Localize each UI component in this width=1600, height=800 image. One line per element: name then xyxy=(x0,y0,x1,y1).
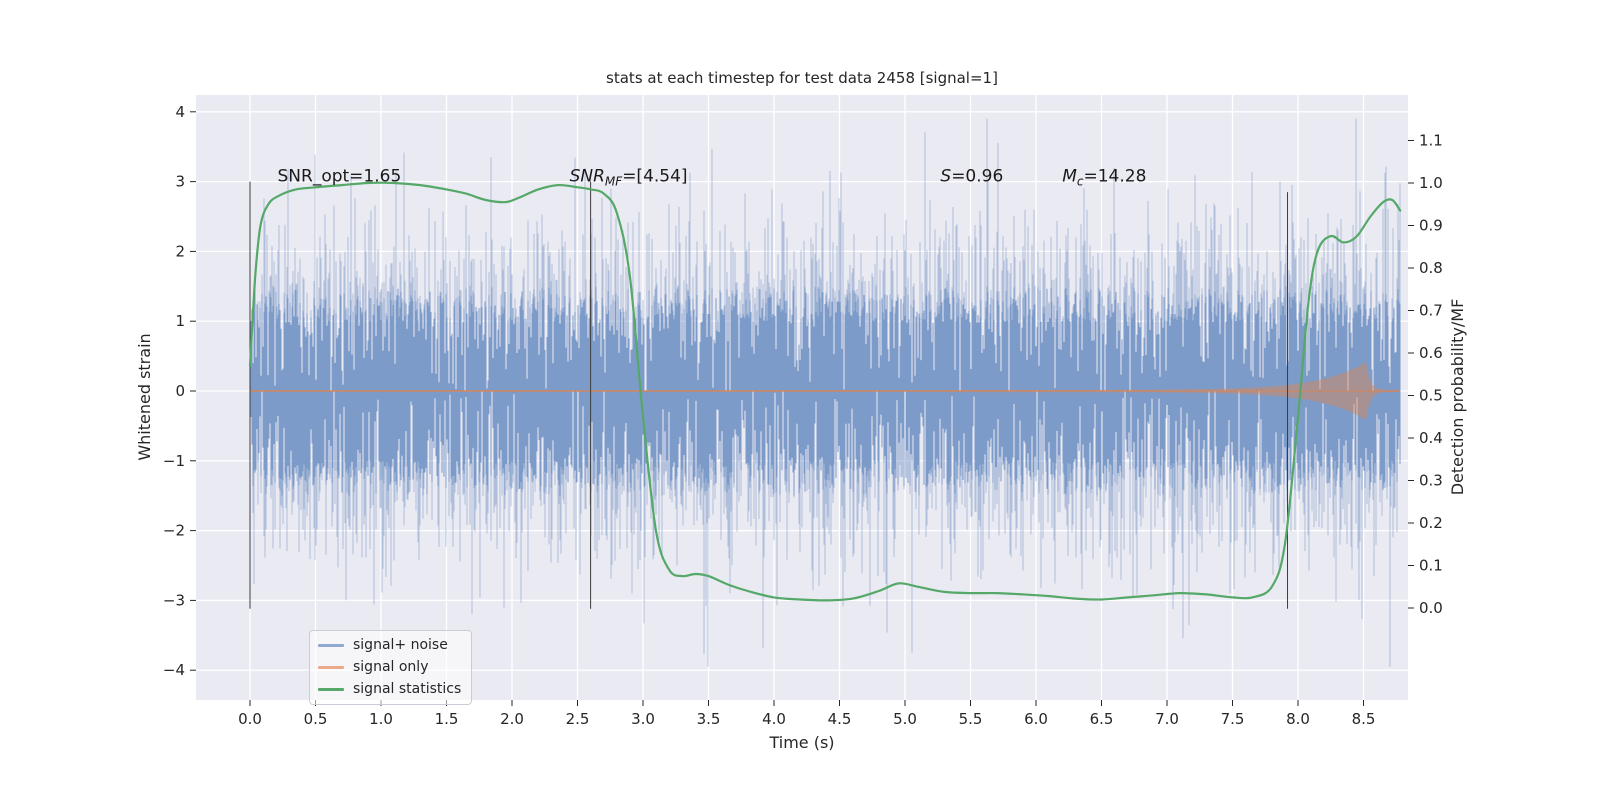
y-left-tick-label: 2 xyxy=(175,242,185,260)
x-tick-label: 2.0 xyxy=(500,710,524,728)
y-right-tick-label: 0.0 xyxy=(1419,599,1443,617)
x-tick-label: 7.5 xyxy=(1221,710,1245,728)
y-right-tick-label: 0.7 xyxy=(1419,302,1443,320)
legend-box: signal+ noise signal only signal statistic… xyxy=(309,630,473,705)
stat-annotations: SNR_opt=1.65 SNRMF=[4.54] S=0.96 Mc=14.28 xyxy=(278,167,1147,189)
annotation-s-stat: S=0.96 xyxy=(940,167,1003,187)
y-left-tick-label: −1 xyxy=(163,452,185,470)
y-axis-label-right: Detection probability/MF xyxy=(1448,299,1467,496)
legend-label: signal statistics xyxy=(353,681,462,697)
stat-curve-path xyxy=(248,181,1402,602)
legend-line-swatch xyxy=(318,643,344,647)
y-right-tick-label: 0.2 xyxy=(1419,514,1443,532)
x-tick-label: 5.5 xyxy=(959,710,983,728)
y-axis-label-left: Whitened strain xyxy=(135,333,154,460)
x-tick-label: 0.0 xyxy=(238,710,262,728)
x-tick-label: 1.5 xyxy=(435,710,459,728)
x-tick-label: 3.5 xyxy=(697,710,721,728)
x-axis-label: Time (s) xyxy=(768,733,834,752)
legend-item: signal+ noise xyxy=(318,636,461,654)
legend-line-swatch xyxy=(318,665,344,669)
y-right-tick-label: 0.6 xyxy=(1419,344,1443,362)
x-tick-label: 1.0 xyxy=(369,710,393,728)
y-left-tick-label: −3 xyxy=(163,591,185,609)
x-tick-label: 6.0 xyxy=(1024,710,1048,728)
annotation-snr-opt: SNR_opt=1.65 xyxy=(278,167,402,187)
y-right-tick-label: 0.8 xyxy=(1419,259,1443,277)
chart-title: stats at each timestep for test data 245… xyxy=(606,69,998,87)
x-tick-label: 7.0 xyxy=(1155,710,1179,728)
y-left-tick-label: −4 xyxy=(163,661,185,679)
x-tick-label: 4.0 xyxy=(762,710,786,728)
y-right-tick-label: 0.4 xyxy=(1419,429,1443,447)
annotation-chirp-mass: Mc=14.28 xyxy=(1062,167,1146,189)
y-right-tick-label: 0.5 xyxy=(1419,387,1443,405)
y-left-tick-label: −2 xyxy=(163,522,185,540)
y-left-tick-label: 4 xyxy=(175,103,185,121)
legend-label: signal+ noise xyxy=(353,637,448,653)
y-left-tick-label: 1 xyxy=(175,312,185,330)
legend-label: signal only xyxy=(353,659,429,675)
x-tick-label: 8.0 xyxy=(1286,710,1310,728)
x-tick-label: 5.0 xyxy=(893,710,917,728)
legend-item: signal statistics xyxy=(318,680,461,698)
y-right-tick-label: 0.3 xyxy=(1419,472,1443,490)
event-marker-lines xyxy=(249,181,1289,609)
x-tick-label: 4.5 xyxy=(828,710,852,728)
stat-curve-layer xyxy=(248,181,1402,602)
x-tick-label: 0.5 xyxy=(304,710,328,728)
x-tick-label: 3.0 xyxy=(631,710,655,728)
x-tick-label: 6.5 xyxy=(1090,710,1114,728)
x-tick-label: 8.5 xyxy=(1352,710,1376,728)
y-right-tick-label: 1.1 xyxy=(1419,132,1443,150)
y-right-tick-label: 0.9 xyxy=(1419,217,1443,235)
y-right-tick-label: 0.1 xyxy=(1419,557,1443,575)
x-tick-label: 2.5 xyxy=(566,710,590,728)
annotation-snr-mf: SNRMF=[4.54] xyxy=(570,167,688,189)
y-right-tick-label: 1.0 xyxy=(1419,174,1443,192)
y-left-tick-label: 3 xyxy=(175,173,185,191)
legend-item: signal only xyxy=(318,658,461,676)
y-left-tick-label: 0 xyxy=(175,382,185,400)
axis-ticks: 0.0 0.5 1.0 1.5 2.0 2.5 3.0 3.5 4.0 4.5 5.0 5.5 6.0 6… xyxy=(163,103,1443,728)
legend-line-swatch xyxy=(318,687,344,691)
